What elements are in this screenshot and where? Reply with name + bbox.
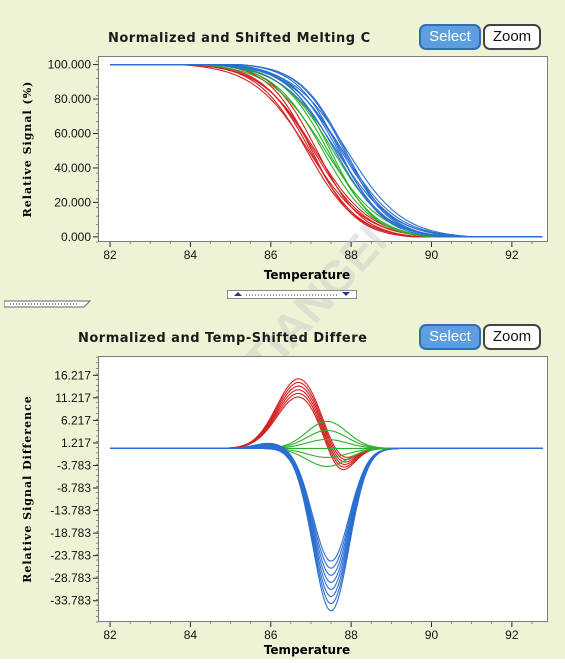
- bottom-y-tick-label: 16.217: [54, 368, 91, 382]
- horizontal-scroll-thumb[interactable]: [227, 290, 357, 299]
- bottom-y-tick-label: -28.783: [50, 571, 91, 585]
- bottom-y-tick-label: 11.217: [55, 391, 91, 405]
- blue-difference-curve: [110, 445, 543, 590]
- top-y-tick-label: 80.000: [54, 92, 91, 106]
- top-y-axis-label: Relative Signal (%): [21, 81, 34, 218]
- top-x-tick-label: 90: [425, 248, 439, 262]
- bottom-y-tick-label: 1.217: [61, 436, 91, 450]
- bottom-x-tick-label: 86: [264, 628, 278, 642]
- top-y-tick-label: 20.000: [54, 195, 91, 209]
- bottom-y-tick-label: -18.783: [50, 526, 91, 540]
- blue-difference-curve: [110, 442, 543, 562]
- top-y-tick-label: 0.000: [61, 230, 91, 244]
- bottom-x-tick-label: 88: [344, 628, 358, 642]
- bottom-y-axis-label: Relative Signal Difference: [21, 395, 34, 583]
- bottom-chart: 16.217 11.217 6.217 1.217 -3.783 -8.783 -13.78…: [21, 356, 543, 657]
- top-y-tick-label: 100.000: [48, 58, 92, 72]
- blue-difference-curve: [110, 447, 543, 605]
- top-y-tick-label: 40.000: [54, 161, 91, 175]
- bottom-select-button[interactable]: Select: [419, 324, 481, 350]
- top-chart: TIANGEN 100.00080.00060.00040.00020.0000…: [21, 58, 543, 388]
- top-x-tick-label: 84: [184, 248, 198, 262]
- bottom-y-tick-label: 6.217: [61, 413, 91, 427]
- panel-splitter-handle[interactable]: [4, 300, 92, 308]
- blue-difference-curve: [110, 447, 543, 612]
- bottom-x-axis-label: Temperature: [264, 643, 350, 657]
- blue-difference-curve: [110, 446, 543, 598]
- bottom-y-tick-label: -23.783: [50, 549, 91, 563]
- blue-difference-curve: [110, 443, 543, 569]
- bottom-zoom-button[interactable]: Zoom: [483, 324, 541, 350]
- top-x-axis-label: Temperature: [264, 268, 350, 282]
- top-plot-area[interactable]: [98, 56, 548, 242]
- bottom-y-tick-label: -13.783: [50, 504, 91, 518]
- top-panel-title: Normalized and Shifted Melting C: [108, 31, 371, 46]
- green-difference-curve: [110, 447, 543, 458]
- blue-melt-curve: [110, 64, 543, 238]
- bottom-y-tick-label: -8.783: [57, 481, 91, 495]
- bottom-x-tick-label: 82: [103, 628, 117, 642]
- top-select-button[interactable]: Select: [419, 24, 481, 50]
- red-difference-curve: [110, 385, 543, 463]
- blue-difference-curve: [110, 444, 543, 576]
- top-y-tick-label: 60.000: [54, 127, 91, 141]
- top-zoom-button[interactable]: Zoom: [483, 24, 541, 50]
- top-x-tick-label: 88: [344, 248, 358, 262]
- bottom-x-tick-label: 92: [505, 628, 519, 642]
- top-x-tick-label: 92: [505, 248, 519, 262]
- top-x-tick-label: 82: [103, 248, 117, 262]
- bottom-x-tick-label: 84: [184, 628, 198, 642]
- bottom-y-tick-label: -3.783: [57, 458, 91, 472]
- top-x-tick-label: 86: [264, 248, 278, 262]
- bottom-x-tick-label: 90: [425, 628, 439, 642]
- bottom-panel-title: Normalized and Temp-Shifted Differe: [78, 331, 368, 346]
- bottom-y-tick-label: -33.783: [50, 594, 91, 608]
